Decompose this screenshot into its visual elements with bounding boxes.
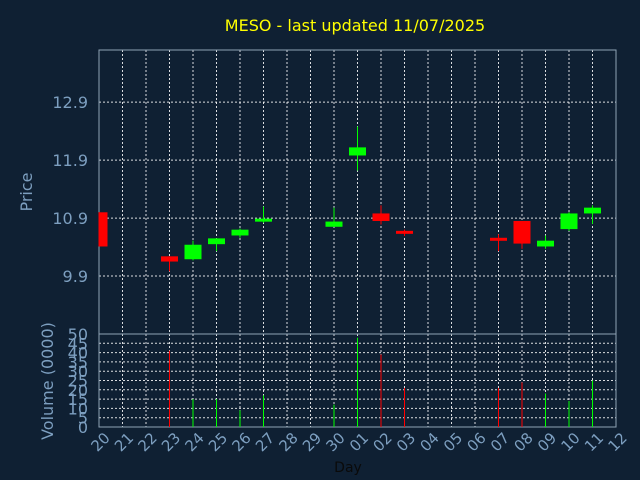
candle-body bbox=[325, 221, 343, 227]
candle-body bbox=[584, 207, 601, 214]
candle-body bbox=[490, 237, 507, 241]
candle-body bbox=[184, 244, 202, 260]
candle-body bbox=[349, 147, 366, 156]
volume-tick-label: 20 bbox=[68, 381, 88, 400]
candle-body bbox=[255, 218, 272, 222]
volume-tick-label: 40 bbox=[68, 344, 88, 363]
candle-body bbox=[396, 230, 413, 234]
volume-tick-label: 50 bbox=[68, 325, 88, 344]
volume-tick-label: 30 bbox=[68, 362, 88, 381]
candle-body bbox=[231, 229, 249, 236]
candle-body bbox=[99, 212, 108, 247]
volume-tick-label: 25 bbox=[68, 372, 88, 391]
volume-tick-label: 5 bbox=[78, 409, 88, 428]
price-axis: 9.9 10.9 11.9 12.9 bbox=[52, 93, 88, 286]
chart-title: MESO - last updated 11/07/2025 bbox=[225, 16, 485, 35]
candle-body bbox=[560, 213, 578, 230]
volume-bars bbox=[169, 337, 593, 427]
price-tick-label: 9.9 bbox=[63, 267, 88, 286]
candles bbox=[98, 126, 601, 272]
volume-tick-label: 15 bbox=[68, 390, 88, 409]
price-tick-label: 11.9 bbox=[52, 151, 88, 170]
x-axis: 2021222324252627282930010203040506070809… bbox=[88, 429, 631, 455]
volume-axis-label: Volume (0000) bbox=[38, 322, 57, 440]
candle-body bbox=[208, 238, 225, 245]
volume-tick-label: 0 bbox=[78, 418, 88, 437]
candle-body bbox=[513, 220, 531, 244]
price-tick-label: 12.9 bbox=[52, 93, 88, 112]
candle-body bbox=[372, 213, 390, 221]
volume-tick-label: 10 bbox=[68, 399, 88, 418]
volume-tick-label: 35 bbox=[68, 353, 88, 372]
candle-body bbox=[161, 256, 178, 262]
price-tick-label: 10.9 bbox=[52, 209, 88, 228]
price-grid bbox=[99, 50, 616, 334]
x-axis-label: Day bbox=[334, 460, 362, 476]
candle-body bbox=[537, 240, 554, 247]
price-axis-label: Price bbox=[17, 172, 36, 211]
volume-tick-label: 45 bbox=[68, 334, 88, 353]
